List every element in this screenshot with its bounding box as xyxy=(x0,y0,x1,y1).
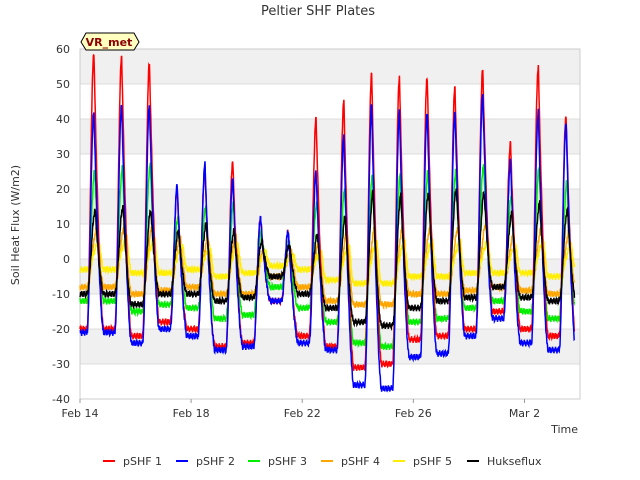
y-tick-label: 50 xyxy=(56,78,70,91)
plot-band xyxy=(80,119,580,154)
y-tick-label: 10 xyxy=(56,218,70,231)
series-line xyxy=(79,232,576,288)
legend-label: pSHF 3 xyxy=(268,455,307,468)
x-axis-ticks: Feb 14 Feb 18 Feb 22 Feb 26 Mar 2 xyxy=(62,399,540,420)
y-tick-label: -40 xyxy=(52,393,70,406)
legend-label: pSHF 1 xyxy=(123,455,162,468)
series-line xyxy=(79,162,576,351)
legend-label: pSHF 5 xyxy=(413,455,452,468)
y-axis-label: Soil Heat Flux (W/m2) xyxy=(9,165,22,285)
x-tick-label: Feb 22 xyxy=(284,407,321,420)
plot-bands xyxy=(80,49,580,364)
legend: pSHF 1 pSHF 2 pSHF 3 pSHF 4 pSHF 5 Hukseflux xyxy=(103,455,542,468)
plot-band xyxy=(80,189,580,224)
y-tick-label: 0 xyxy=(63,253,70,266)
plot-band xyxy=(80,49,580,84)
legend-label: Hukseflux xyxy=(487,455,542,468)
y-tick-label: -10 xyxy=(52,288,70,301)
x-tick-label: Feb 14 xyxy=(62,407,99,420)
y-tick-label: 20 xyxy=(56,183,70,196)
series-line xyxy=(79,188,576,332)
x-tick-label: Mar 2 xyxy=(509,407,540,420)
y-tick-label: 60 xyxy=(56,43,70,56)
y-tick-label: 40 xyxy=(56,113,70,126)
y-tick-label: 30 xyxy=(56,148,70,161)
plot-frame xyxy=(79,48,581,400)
x-tick-label: Feb 18 xyxy=(173,407,210,420)
y-axis-ticks: -40 -30 -20 -10 0 10 20 30 40 50 60 xyxy=(52,43,70,406)
series-line xyxy=(79,53,576,371)
legend-label: pSHF 2 xyxy=(196,455,235,468)
badge-label: VR_met xyxy=(86,36,133,49)
x-tick-label: Feb 26 xyxy=(395,407,432,420)
y-tick-label: -20 xyxy=(52,323,70,336)
x-axis-label: Time xyxy=(550,423,578,436)
badge: VR_met xyxy=(80,32,140,51)
series-lines xyxy=(79,53,576,393)
chart-title: Peltier SHF Plates xyxy=(261,4,375,19)
legend-label: pSHF 4 xyxy=(341,455,380,468)
y-tick-label: -30 xyxy=(52,358,70,371)
series-line xyxy=(79,94,575,393)
